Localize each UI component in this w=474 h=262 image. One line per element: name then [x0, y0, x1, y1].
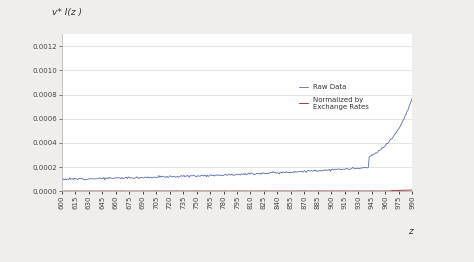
Text: v* I(z ): v* I(z ) — [52, 8, 82, 17]
Legend: Raw Data, Normalized by
Exchange Rates: Raw Data, Normalized by Exchange Rates — [297, 81, 372, 112]
Raw Data — [352, 167, 358, 170]
Normalized by
Exchange Rates — [367, 189, 373, 193]
Normalized by
Exchange Rates — [203, 189, 209, 193]
Line: Raw Data: Raw Data — [62, 98, 412, 180]
Raw Data — [138, 176, 144, 179]
Raw Data — [59, 177, 64, 181]
Raw Data — [62, 178, 67, 182]
Normalized by
Exchange Rates — [59, 189, 64, 193]
Line: Normalized by
Exchange Rates: Normalized by Exchange Rates — [62, 190, 412, 191]
Raw Data — [171, 175, 177, 178]
Text: z: z — [408, 227, 412, 236]
Normalized by
Exchange Rates — [352, 189, 358, 193]
Normalized by
Exchange Rates — [170, 189, 176, 193]
Raw Data — [367, 155, 373, 158]
Raw Data — [287, 171, 293, 174]
Normalized by
Exchange Rates — [137, 189, 143, 193]
Raw Data — [389, 137, 394, 140]
Raw Data — [410, 96, 415, 99]
Normalized by
Exchange Rates — [287, 189, 293, 193]
Normalized by
Exchange Rates — [410, 188, 415, 192]
Normalized by
Exchange Rates — [389, 189, 394, 192]
